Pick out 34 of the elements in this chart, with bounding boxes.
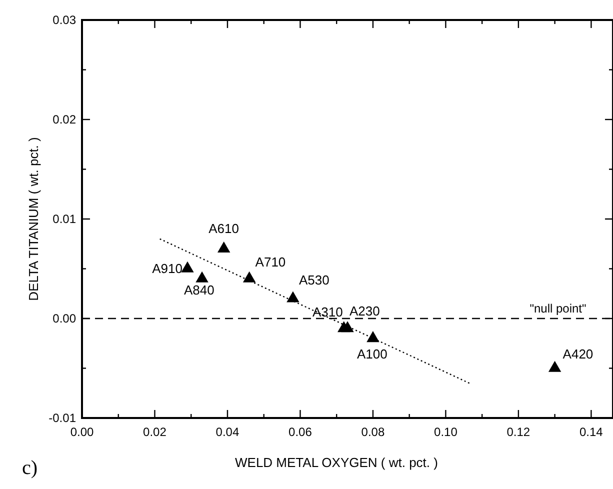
annotation: A230 — [350, 303, 380, 318]
x-tick-label: 0.14 — [580, 425, 604, 439]
text: c) — [22, 457, 38, 479]
y-tick-label: 0.00 — [52, 312, 76, 326]
ref-line-label: "null point" — [530, 302, 586, 316]
x-tick-label: 0.06 — [288, 425, 312, 439]
x-tick-label: 0.04 — [216, 425, 240, 439]
y-tick-label: 0.01 — [52, 212, 76, 226]
annotation: A310 — [312, 304, 343, 320]
annotation: A840 — [184, 282, 214, 298]
x-tick-label: 0.00 — [70, 425, 94, 439]
point — [286, 291, 300, 302]
point — [196, 271, 208, 282]
point — [548, 360, 562, 372]
point — [242, 271, 256, 282]
point — [181, 261, 194, 272]
annotation: A530 — [298, 272, 330, 288]
y-tick-label: -0.01 — [48, 411, 76, 425]
x-tick-label: 0.02 — [143, 425, 167, 439]
annotation: A910 — [152, 260, 182, 276]
point — [366, 331, 380, 342]
x-tick-label: 0.12 — [506, 425, 530, 439]
y-tick-label: 0.03 — [52, 13, 76, 27]
x-tick-label: 0.08 — [361, 425, 385, 439]
point — [341, 321, 354, 332]
x-axis-title: WELD METAL OXYGEN ( wt. pct. ) — [235, 455, 438, 470]
y-axis-title: DELTA TITANIUM ( wt. pct. ) — [26, 137, 41, 301]
annotation: A710 — [255, 254, 286, 270]
point — [217, 242, 230, 253]
annotation: A420 — [562, 346, 594, 362]
annotation: A610 — [208, 220, 240, 236]
y-tick-label: 0.02 — [52, 112, 76, 126]
annotation: A100 — [356, 346, 388, 362]
x-tick-label: 0.10 — [434, 425, 458, 439]
